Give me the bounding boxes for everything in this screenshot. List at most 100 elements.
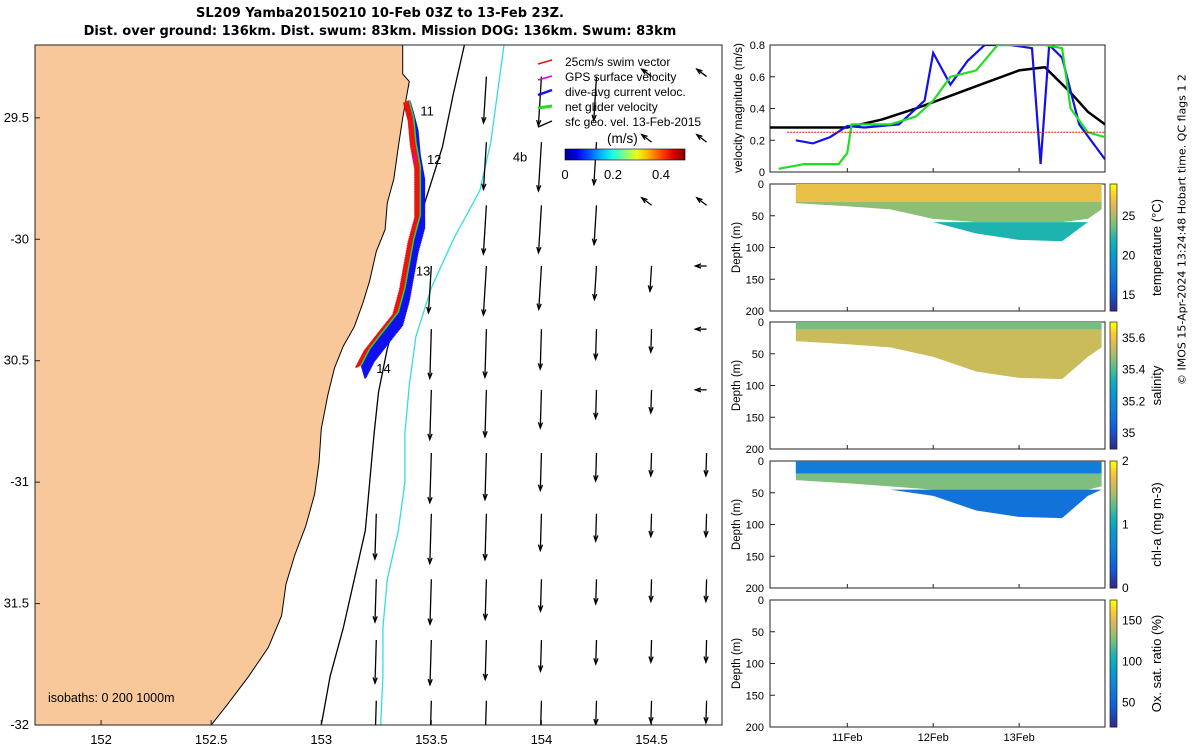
geo-arrow-shaft [537, 205, 543, 253]
swim-vector [407, 122, 415, 127]
section-colorbar-cell [1110, 530, 1117, 535]
section-y-tick-label: 0 [758, 179, 764, 191]
section-colorbar-label: temperature (°C) [1149, 199, 1164, 296]
legend-gps-glyph [537, 75, 553, 81]
section-colorbar-cell [1110, 410, 1117, 415]
section-band [795, 461, 1102, 474]
swim-vector [405, 108, 412, 114]
swim-vector [408, 134, 416, 140]
section-y-tick-label: 150 [746, 690, 764, 702]
geo-arrow-shaft [374, 579, 377, 623]
velocity-lines [770, 45, 1105, 170]
section-colorbar-cell [1110, 559, 1117, 564]
geo-arrow-shaft [595, 579, 598, 604]
map-colorbar-label: (m/s) [607, 131, 638, 146]
section-colorbar-label: salinity [1149, 365, 1164, 405]
swim-vector [413, 210, 421, 216]
geo-arrow-shaft [484, 639, 488, 680]
dive-avg-vector [378, 336, 385, 351]
geo-arrow-head [648, 530, 654, 539]
section-colorbar-cell [1110, 625, 1117, 630]
section-band [795, 201, 1102, 223]
section-colorbar-cell [1110, 379, 1117, 383]
swim-vector [393, 306, 401, 311]
geo-arrow-shaft [641, 68, 652, 78]
section-colorbar-cell [1110, 241, 1117, 245]
swim-vector [407, 240, 414, 245]
geo-arrow-head [648, 406, 654, 415]
geo-arrow-shaft [641, 134, 652, 143]
section-colorbar-cell [1110, 285, 1117, 290]
section-colorbar-cell [1110, 521, 1117, 525]
geo-arrow-shaft [593, 76, 598, 121]
section-colorbar-label: Ox. sat. ratio (%) [1149, 615, 1164, 713]
velocity-y-tick-label: 0.4 [750, 104, 765, 116]
geo-arrow-head [591, 178, 597, 187]
legend-entry-sfc-geo: sfc geo. vel. 13-Feb-2015 [537, 115, 701, 129]
dive-avg-vector [391, 318, 398, 334]
geo-arrow-head [537, 544, 544, 553]
dive-avg-vector [379, 333, 387, 349]
section-band [795, 322, 1102, 330]
section-colorbar-cell [1110, 322, 1117, 326]
geo-arrow-head [427, 496, 433, 505]
section-colorbar-cell [1110, 666, 1117, 671]
section-panel-1: 0 50 100 150 200 Depth (m) 15 20 25 temperature (… [731, 179, 1164, 318]
section-colorbar-cell [1110, 644, 1117, 649]
section-colorbar-cell [1110, 556, 1117, 560]
geo-arrow-head [537, 605, 544, 614]
section-colorbar-cell [1110, 288, 1117, 293]
geo-arrow-head [648, 470, 654, 478]
swim-vector [408, 127, 416, 133]
section-colorbar-cell [1110, 190, 1117, 195]
velocity-y-tick-label: 0.6 [750, 72, 765, 84]
section-colorbar-cell [1110, 568, 1117, 573]
section-colorbar-cell [1110, 203, 1117, 207]
swim-vector [399, 280, 407, 285]
geo-arrow-shaft [705, 452, 708, 476]
velocity-axes-box [769, 44, 1106, 173]
swim-vector [401, 271, 409, 277]
section-colorbar-cell [1110, 505, 1117, 510]
section-colorbar-cell [1110, 395, 1117, 399]
section-y-tick-label: 0 [758, 456, 764, 468]
swim-vector [411, 224, 418, 230]
geo-arrow-shaft [374, 639, 377, 684]
geo-arrow-head [536, 246, 542, 255]
section-colorbar-cell [1110, 562, 1117, 567]
section-y-tick-label: 0 [758, 317, 764, 329]
section-colorbar-cell [1110, 499, 1117, 503]
section-y-tick-label: 100 [746, 520, 764, 532]
geo-arrow-shaft [594, 389, 598, 419]
swim-vector [403, 101, 411, 106]
section-y-tick-label: 100 [746, 243, 764, 255]
geo-arrow-head [693, 326, 702, 332]
section-colorbar-cell [1110, 344, 1117, 348]
section-colorbar-cell [1110, 269, 1117, 274]
legend-label-net-glider: net glider velocity [565, 100, 658, 114]
section-colorbar-tick-label: 25 [1122, 209, 1136, 223]
geo-arrow-shaft [539, 513, 543, 551]
swim-vector [407, 236, 415, 242]
section-colorbar-cell [1110, 417, 1117, 421]
velocity-y-tick-label: 0.8 [750, 40, 765, 52]
section-colorbar-cell [1110, 282, 1117, 287]
swim-vector [392, 307, 400, 313]
dive-avg-vector [387, 324, 394, 339]
section-colorbar-cell [1110, 304, 1117, 309]
swim-vector [410, 144, 417, 150]
swim-vector [405, 250, 412, 256]
swim-vector [402, 266, 410, 271]
section-colorbar-cell [1110, 473, 1117, 478]
geo-arrow-shaft [595, 513, 598, 542]
section-colorbar-cell [1110, 527, 1117, 532]
map-day-label: 4b [513, 150, 527, 165]
section-colorbar-cell [1110, 717, 1117, 722]
section-colorbar-cell [1110, 502, 1117, 506]
section-colorbar-cell [1110, 578, 1117, 583]
section-colorbar-cell [1110, 695, 1117, 699]
time-tick-label: 12Feb [918, 732, 949, 744]
geo-arrow-head [593, 475, 599, 483]
section-colorbar-tick-label: 35.6 [1122, 331, 1146, 345]
